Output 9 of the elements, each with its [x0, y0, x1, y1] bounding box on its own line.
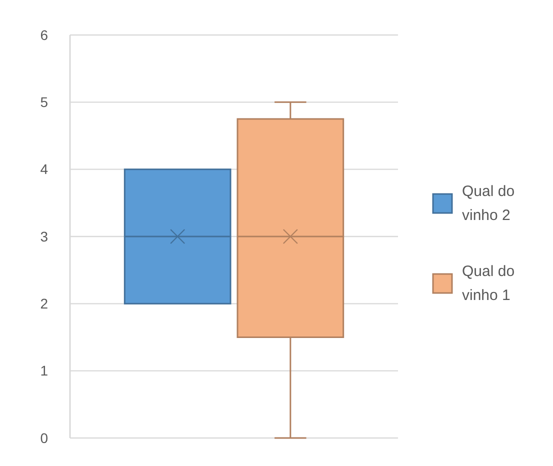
y-tick-label: 0 — [40, 430, 48, 446]
legend-label: Qual do vinho 1 — [462, 263, 515, 304]
y-tick-label: 1 — [40, 362, 48, 379]
y-tick-label: 2 — [40, 296, 48, 312]
legend-label: Qual do vinho 2 — [462, 183, 515, 224]
y-tick-label: 3 — [40, 228, 48, 244]
y-tick-label: 6 — [40, 26, 48, 43]
y-tick-label: 4 — [40, 161, 48, 178]
y-tick-label: 5 — [40, 94, 48, 110]
